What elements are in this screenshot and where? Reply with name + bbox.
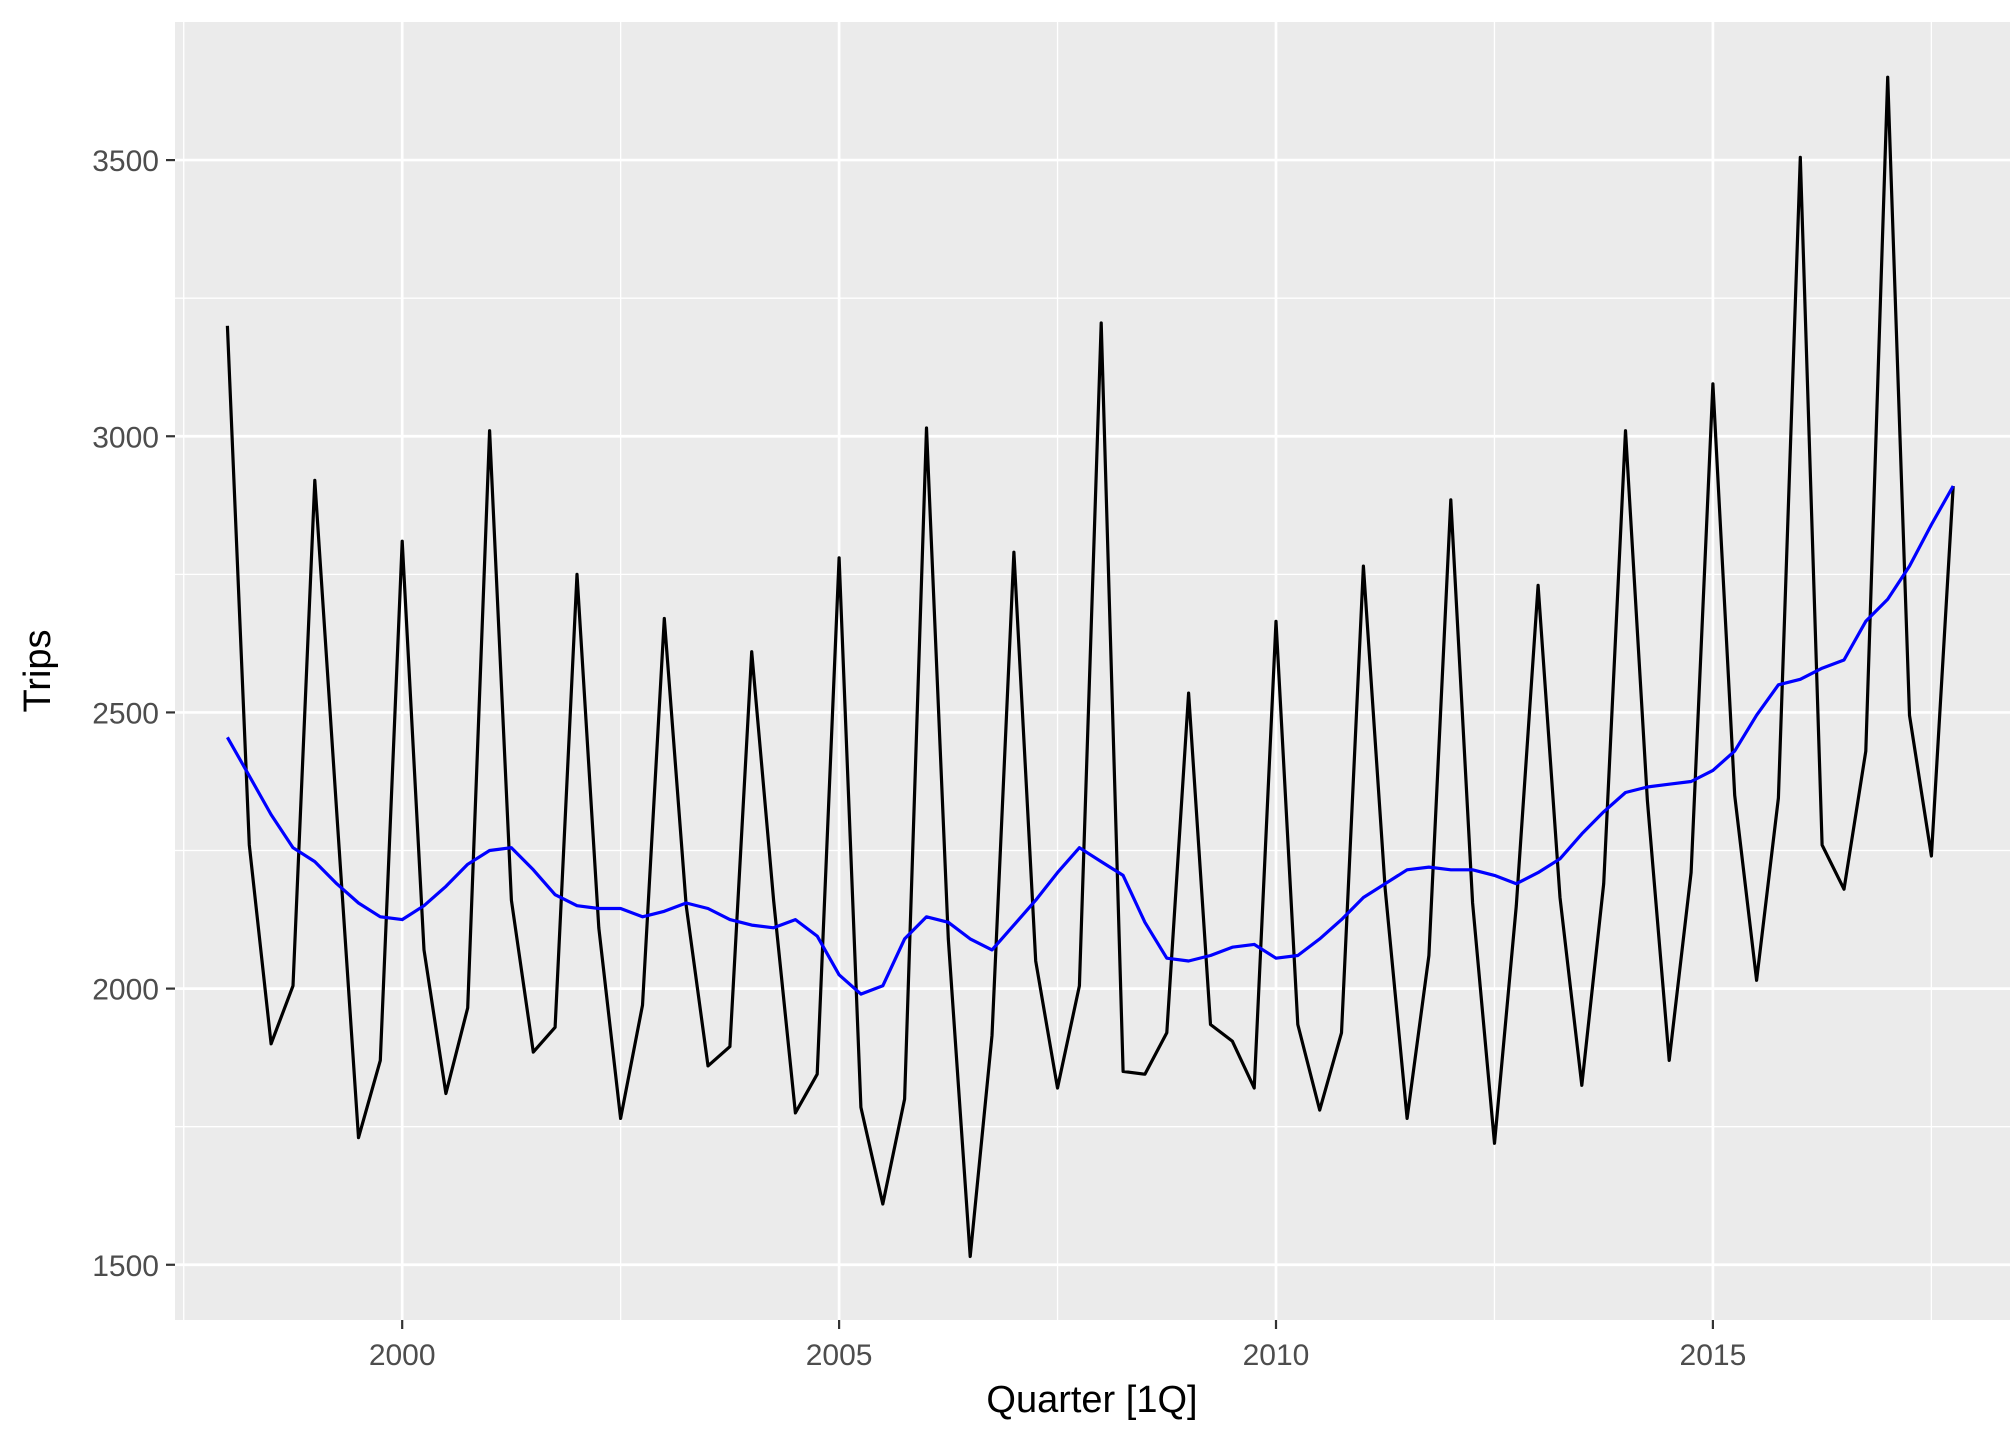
y-tick-label: 2000 [92, 974, 159, 1007]
major-gridlines [175, 22, 2010, 1320]
x-tick-label: 2010 [1243, 1339, 1310, 1372]
x-tick-label: 2000 [369, 1339, 436, 1372]
series-line-2 [226, 485, 1955, 996]
axis-ticks [166, 158, 1715, 1329]
x-tick-label: 2015 [1680, 1339, 1747, 1372]
x-axis-tick-labels: 2000 2005 2010 2015 [369, 1339, 1746, 1372]
y-axis-title: Trips [17, 629, 59, 712]
y-tick-label: 2500 [92, 697, 159, 730]
x-tick-label: 2005 [806, 1339, 873, 1372]
y-axis-tick-labels: 1500 2000 2500 3000 3500 [92, 145, 159, 1283]
y-tick-label: 1500 [92, 1250, 159, 1283]
plot-panel [175, 22, 2010, 1320]
minor-gridlines [175, 22, 2010, 1320]
series-layer [225, 75, 1955, 1259]
series-line-1 [225, 75, 1955, 1259]
x-axis-title: Quarter [1Q] [986, 1379, 1197, 1421]
y-tick-label: 3500 [92, 145, 159, 178]
y-tick-label: 3000 [92, 421, 159, 454]
